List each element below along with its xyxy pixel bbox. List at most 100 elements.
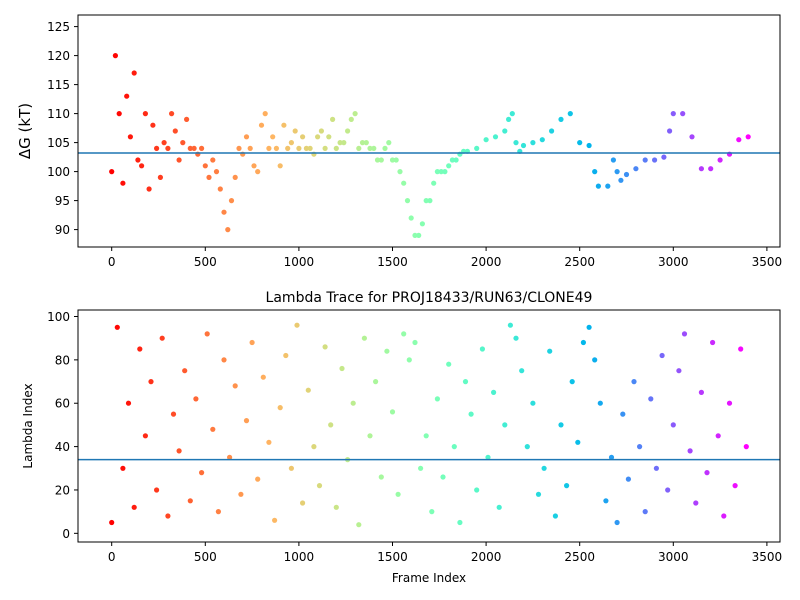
delta-g-data-point <box>412 232 418 238</box>
lambda-data-point <box>182 368 188 374</box>
lambda-data-point <box>524 444 530 450</box>
lambda-data-point <box>681 331 688 337</box>
lambda-x-tick-label: 2500 <box>564 550 595 564</box>
delta-g-data-point <box>116 111 122 117</box>
delta-g-data-point <box>623 171 630 178</box>
lambda-data-point <box>580 339 587 346</box>
lambda-data-point <box>665 487 671 493</box>
lambda-data-point <box>625 476 632 482</box>
delta-g-x-tick-label: 0 <box>108 255 116 269</box>
delta-g-data-point <box>333 145 339 151</box>
delta-g-x-tick-label: 1500 <box>377 255 408 269</box>
lambda-data-point <box>193 396 199 402</box>
lambda-data-point <box>260 374 266 380</box>
lambda-data-point <box>670 422 676 428</box>
delta-g-data-point <box>142 111 148 117</box>
delta-g-data-point <box>610 157 617 163</box>
lambda-data-point <box>440 474 446 480</box>
delta-g-data-point <box>393 157 399 163</box>
delta-g-data-point <box>157 174 163 180</box>
delta-g-data-point <box>356 145 362 151</box>
delta-g-data-point <box>161 140 167 146</box>
delta-g-data-point <box>150 122 156 128</box>
lambda-data-point <box>356 522 362 528</box>
delta-g-x-tick-label: 2000 <box>471 255 502 269</box>
lambda-data-point <box>125 400 132 406</box>
delta-g-data-point <box>176 157 182 163</box>
delta-g-x-tick-label: 500 <box>194 255 217 269</box>
delta-g-data-point <box>127 134 133 140</box>
lambda-data-point <box>597 400 603 406</box>
lambda-data-point <box>109 519 115 526</box>
delta-g-data-point <box>232 174 238 180</box>
delta-g-data-point <box>292 128 298 134</box>
lambda-data-point <box>361 335 367 341</box>
lambda-data-point <box>502 422 508 428</box>
lambda-data-point <box>154 487 160 493</box>
lambda-data-point <box>513 335 519 341</box>
lambda-y-tick-label: 40 <box>55 440 70 454</box>
delta-g-data-point <box>577 140 583 146</box>
delta-g-data-point <box>112 53 118 59</box>
lambda-data-point <box>367 433 373 439</box>
lambda-x-tick-label: 1000 <box>284 550 315 564</box>
delta-g-data-point <box>367 145 373 151</box>
lambda-y-axis: 0 20 40 60 80 100 <box>47 310 78 541</box>
lambda-data-point <box>114 324 120 330</box>
delta-g-data-point <box>539 137 545 143</box>
delta-g-y-tick-label: 115 <box>47 78 70 92</box>
delta-g-data-point <box>217 186 223 192</box>
lambda-data-point <box>614 519 620 526</box>
lambda-data-point <box>277 405 283 411</box>
delta-g-data-point <box>371 145 377 151</box>
delta-g-data-point <box>453 157 459 163</box>
delta-g-data-point <box>277 163 283 169</box>
lambda-data-point <box>215 509 221 515</box>
lambda-data-point <box>541 465 547 471</box>
lambda-data-point <box>170 411 177 417</box>
delta-g-data-point <box>184 116 190 122</box>
lambda-y-tick-label: 80 <box>55 353 70 367</box>
lambda-data-point <box>637 444 643 450</box>
lambda-data-point <box>676 368 682 374</box>
delta-g-data-point <box>374 157 381 163</box>
lambda-panel: 0 500 1000 1500 2000 2500 3000 3500 0 20 40 60 80 10… <box>21 290 782 585</box>
delta-g-data-point <box>530 140 536 146</box>
lambda-data-point <box>479 346 485 352</box>
delta-g-data-point <box>315 134 321 140</box>
delta-g-y-tick-label: 120 <box>47 49 70 63</box>
lambda-data-point <box>159 335 165 341</box>
delta-g-data-point <box>266 145 272 151</box>
lambda-data-point <box>592 357 598 363</box>
delta-g-data-point <box>736 137 742 143</box>
delta-g-x-axis: 0 500 1000 1500 2000 2500 3000 3500 <box>108 247 782 269</box>
lambda-data-point <box>429 509 435 515</box>
lambda-data-point <box>507 322 513 328</box>
delta-g-data-point <box>708 166 714 172</box>
delta-g-data-point <box>169 111 175 117</box>
lambda-data-point <box>131 504 137 510</box>
lambda-data-point <box>255 476 261 482</box>
delta-g-data-point <box>307 145 313 151</box>
delta-g-data-point <box>492 134 499 140</box>
lambda-data-point <box>339 365 345 372</box>
lambda-data-point <box>187 498 193 504</box>
delta-g-data-point <box>172 128 178 134</box>
delta-g-x-tick-label: 1000 <box>284 255 315 269</box>
delta-g-data-point <box>382 145 388 151</box>
delta-g-data-point <box>206 174 212 180</box>
delta-g-data-point <box>363 140 369 146</box>
lambda-data-point <box>631 379 637 385</box>
delta-g-data-point <box>506 116 512 122</box>
delta-g-data-point <box>348 116 354 122</box>
lambda-y-tick-label: 0 <box>62 527 70 541</box>
delta-g-data-point <box>408 215 414 221</box>
lambda-data-point <box>148 379 154 385</box>
lambda-data-point <box>294 322 300 328</box>
delta-g-data-point <box>642 157 648 163</box>
delta-g-data-point <box>652 157 658 163</box>
lambda-data-point <box>401 331 407 337</box>
delta-g-data-point <box>199 145 205 151</box>
delta-g-data-point <box>416 232 422 238</box>
